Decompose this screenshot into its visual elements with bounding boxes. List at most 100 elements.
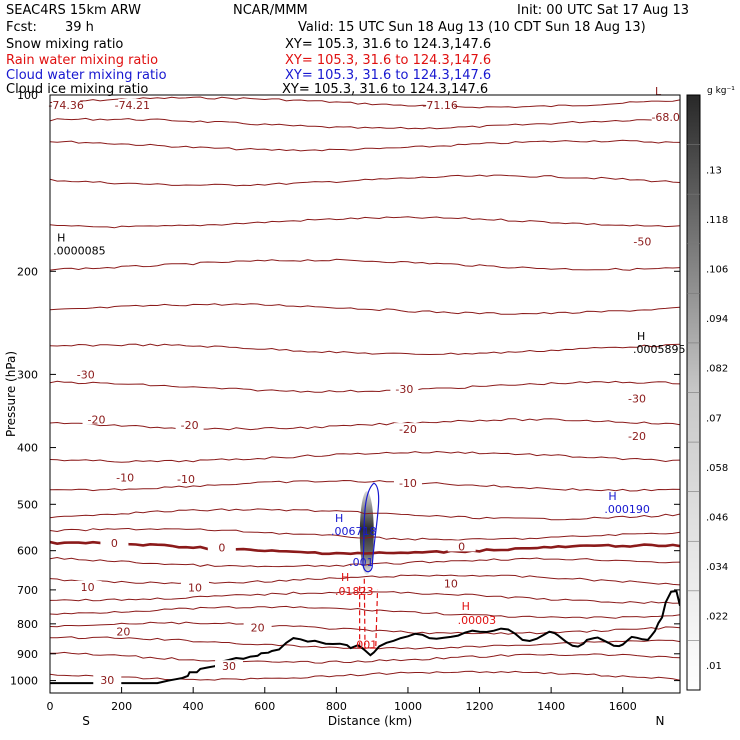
contour-label-bg — [180, 581, 209, 593]
contour-label: 0 — [218, 541, 225, 554]
contour-line — [50, 343, 680, 356]
field-label-cloud-ice: Cloud ice mixing ratio — [6, 82, 149, 97]
y-tick-label: 800 — [17, 618, 38, 631]
colorbar-tick-label: .034 — [706, 562, 728, 573]
contour-label: -50 — [633, 236, 651, 249]
field-label-cloud-water: Cloud water mixing ratio — [6, 68, 167, 83]
y-tick-label: 200 — [17, 265, 38, 278]
contour-line — [50, 96, 680, 109]
colorbar-unit: g kg⁻¹ — [707, 86, 735, 96]
y-tick-label: 700 — [17, 584, 38, 597]
contour-label: -30 — [77, 368, 95, 381]
colorbar-tick-label: .082 — [706, 364, 728, 375]
colorbar-tick-label: .106 — [706, 265, 728, 276]
y-tick-label: 900 — [17, 648, 38, 661]
contour-line — [50, 556, 680, 568]
colorbar-tick-label: .022 — [706, 612, 728, 623]
rain-contour-dashed — [359, 586, 379, 649]
contour-line — [50, 258, 680, 271]
cloud-water-far-value: .000190 — [604, 503, 650, 516]
contour-label-bg — [393, 477, 422, 489]
cloud-water-contour-label: .001 — [349, 556, 374, 569]
x-tick-label: 600 — [254, 700, 275, 713]
y-axis-title: Pressure (hPa) — [4, 351, 18, 437]
contour-label: -20 — [628, 430, 646, 443]
contour-line — [50, 418, 680, 431]
contour-label-bg — [628, 235, 657, 247]
contour-label-bg — [175, 418, 204, 430]
contour-line — [50, 670, 680, 681]
contour-label-bg — [426, 98, 455, 110]
extremum-marker: H — [57, 232, 65, 245]
colorbar-tick-label: .01 — [706, 661, 722, 672]
rain-low-value: .00003 — [458, 614, 497, 627]
contour-label-bg — [172, 473, 201, 485]
contour-label-bg — [390, 383, 419, 395]
valid-time: Valid: 15 UTC Sun 18 Aug 13 (10 CDT Sun … — [298, 20, 646, 35]
contour-label-bg — [93, 674, 122, 686]
extremum-value: .0000085 — [53, 245, 105, 258]
rain-contour-label: .001 — [353, 639, 378, 652]
rain-max-value: .01823 — [335, 585, 374, 598]
contour-label-bg — [436, 577, 465, 589]
x-tick-label: 800 — [326, 700, 347, 713]
x-axis-title: Distance (km) — [328, 714, 412, 728]
field-label-snow: Snow mixing ratio — [6, 37, 124, 52]
contour-label: 20 — [251, 622, 265, 635]
contour-line — [50, 527, 680, 541]
contour-line — [50, 590, 680, 604]
y-tick-label: 300 — [17, 368, 38, 381]
colorbar-tick-label: .058 — [706, 463, 728, 474]
y-tick-label: 600 — [17, 545, 38, 558]
x-tick-label: 400 — [183, 700, 204, 713]
x-tick-label: 1600 — [609, 700, 637, 713]
field-xy-rain: XY= 105.3, 31.6 to 124.3,147.6 — [285, 53, 492, 68]
x-tick-label: 1200 — [466, 700, 494, 713]
y-tick-label-top: 100 — [17, 89, 38, 102]
contour-label-bg — [82, 413, 111, 425]
contour-label: -10 — [116, 472, 134, 485]
contour-line — [50, 450, 680, 463]
rain-low-marker: H — [462, 600, 470, 613]
rain-max-marker: H — [341, 571, 349, 584]
contour-label-bg — [111, 471, 140, 483]
x-tick-label: 1000 — [394, 700, 422, 713]
extremum-marker: L — [655, 85, 662, 98]
x-tick-label: 200 — [111, 700, 132, 713]
contour-label-bg — [52, 98, 81, 110]
contour-line — [50, 216, 680, 229]
contour-label: -20 — [399, 423, 417, 436]
x-tick-label: 0 — [47, 700, 54, 713]
contour-label: 10 — [81, 581, 95, 594]
forecast-label: Fcst: — [6, 20, 37, 35]
forecast-hour: 39 h — [65, 20, 94, 35]
contour-label-bg — [71, 368, 100, 380]
contour-label: 20 — [116, 626, 130, 639]
contour-label-bg — [623, 429, 652, 441]
field-xy-cloud-ice: XY= 105.3, 31.6 to 124.3,147.6 — [282, 82, 489, 97]
contour-label-bg — [118, 98, 147, 110]
y-tick-label: 1000 — [10, 675, 38, 688]
contour-label-bg — [207, 541, 236, 553]
cloud-water-max-value: .006718 — [331, 525, 377, 538]
contour-label: -30 — [395, 383, 413, 396]
contour-line — [50, 651, 680, 664]
contour-label: 30 — [222, 660, 236, 673]
contour-label: 10 — [188, 581, 202, 594]
plot-frame — [49, 94, 681, 694]
endpoint-right-label: N — [656, 714, 665, 728]
contour-label-bg — [100, 536, 129, 548]
contour-line — [50, 303, 680, 315]
field-label-rain: Rain water mixing ratio — [6, 53, 159, 68]
extremum-value: .0005895 — [633, 343, 686, 356]
contour-line — [50, 574, 680, 586]
contour-line — [50, 479, 680, 492]
field-xy-cloud-water: XY= 105.3, 31.6 to 124.3,147.6 — [285, 68, 492, 83]
colorbar-tick-label: .13 — [706, 165, 722, 176]
x-tick-label: 1400 — [537, 700, 565, 713]
colorbar-tick-label: .046 — [706, 512, 728, 523]
extremum-marker: H — [637, 330, 645, 343]
contour-label-bg — [393, 423, 422, 435]
contour-label: -20 — [88, 413, 106, 426]
